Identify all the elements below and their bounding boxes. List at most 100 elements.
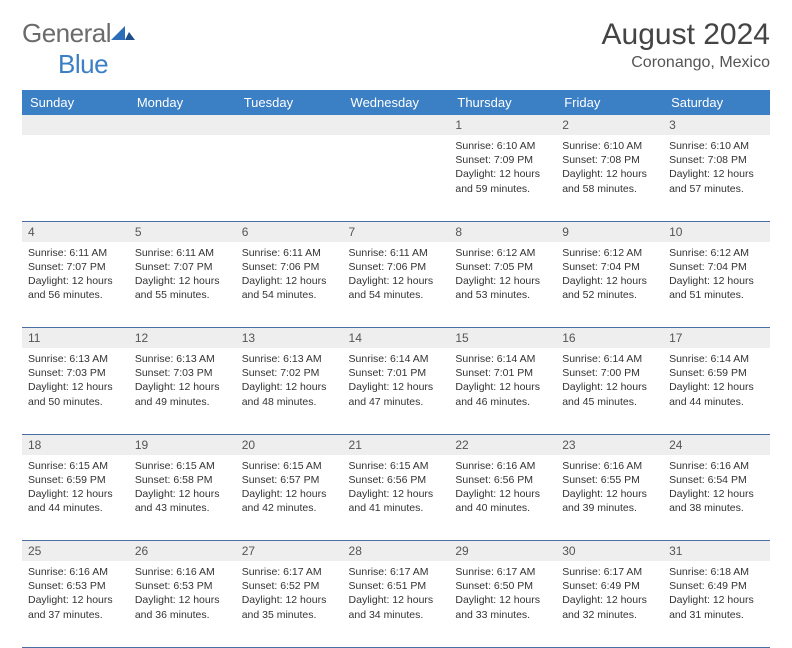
- day-content-cell: Sunrise: 6:12 AMSunset: 7:05 PMDaylight:…: [449, 242, 556, 328]
- day-detail-text: Sunrise: 6:10 AMSunset: 7:08 PMDaylight:…: [562, 139, 657, 196]
- day-content-cell: Sunrise: 6:11 AMSunset: 7:07 PMDaylight:…: [22, 242, 129, 328]
- day-number-cell: 17: [663, 328, 770, 349]
- day-number: 7: [349, 225, 356, 239]
- day-content-cell: Sunrise: 6:14 AMSunset: 7:01 PMDaylight:…: [449, 348, 556, 434]
- day-content-cell: Sunrise: 6:15 AMSunset: 6:57 PMDaylight:…: [236, 455, 343, 541]
- day-number: 22: [455, 438, 468, 452]
- day-number: 30: [562, 544, 575, 558]
- day-content-cell: Sunrise: 6:16 AMSunset: 6:53 PMDaylight:…: [129, 561, 236, 647]
- day-detail-text: Sunrise: 6:16 AMSunset: 6:54 PMDaylight:…: [669, 459, 764, 516]
- day-content-cell: Sunrise: 6:10 AMSunset: 7:08 PMDaylight:…: [556, 135, 663, 221]
- day-number-cell: 30: [556, 541, 663, 562]
- day-detail-text: Sunrise: 6:11 AMSunset: 7:06 PMDaylight:…: [349, 246, 444, 303]
- calendar-head: SundayMondayTuesdayWednesdayThursdayFrid…: [22, 90, 770, 115]
- day-header: Thursday: [449, 90, 556, 115]
- day-content-cell: Sunrise: 6:13 AMSunset: 7:02 PMDaylight:…: [236, 348, 343, 434]
- day-number-cell: 21: [343, 434, 450, 455]
- day-detail-text: Sunrise: 6:16 AMSunset: 6:53 PMDaylight:…: [28, 565, 123, 622]
- day-number: 31: [669, 544, 682, 558]
- day-detail-text: Sunrise: 6:16 AMSunset: 6:56 PMDaylight:…: [455, 459, 550, 516]
- day-number: 24: [669, 438, 682, 452]
- day-number-row: 18192021222324: [22, 434, 770, 455]
- day-content-cell: Sunrise: 6:16 AMSunset: 6:55 PMDaylight:…: [556, 455, 663, 541]
- day-number-row: 4 567 8 910: [22, 221, 770, 242]
- day-number-cell: 9: [556, 221, 663, 242]
- day-content-cell: Sunrise: 6:16 AMSunset: 6:54 PMDaylight:…: [663, 455, 770, 541]
- day-number-cell: 11: [22, 328, 129, 349]
- day-content-cell: Sunrise: 6:10 AMSunset: 7:08 PMDaylight:…: [663, 135, 770, 221]
- day-detail-text: Sunrise: 6:10 AMSunset: 7:09 PMDaylight:…: [455, 139, 550, 196]
- day-detail-text: Sunrise: 6:17 AMSunset: 6:51 PMDaylight:…: [349, 565, 444, 622]
- logo: GeneralBlue: [22, 18, 135, 80]
- day-number-cell: 1: [449, 115, 556, 135]
- day-number-cell: 20: [236, 434, 343, 455]
- day-number: 29: [455, 544, 468, 558]
- day-detail-text: Sunrise: 6:18 AMSunset: 6:49 PMDaylight:…: [669, 565, 764, 622]
- day-detail-text: Sunrise: 6:14 AMSunset: 7:01 PMDaylight:…: [349, 352, 444, 409]
- day-header: Monday: [129, 90, 236, 115]
- day-content-cell: Sunrise: 6:11 AMSunset: 7:06 PMDaylight:…: [236, 242, 343, 328]
- day-detail-text: Sunrise: 6:12 AMSunset: 7:04 PMDaylight:…: [562, 246, 657, 303]
- day-detail-text: Sunrise: 6:12 AMSunset: 7:04 PMDaylight:…: [669, 246, 764, 303]
- day-number: 8: [455, 225, 462, 239]
- day-content-cell: Sunrise: 6:11 AMSunset: 7:07 PMDaylight:…: [129, 242, 236, 328]
- day-detail-text: Sunrise: 6:16 AMSunset: 6:55 PMDaylight:…: [562, 459, 657, 516]
- day-number-cell: 6: [236, 221, 343, 242]
- header: GeneralBlue August 2024 Coronango, Mexic…: [22, 18, 770, 80]
- day-number-cell: 7: [343, 221, 450, 242]
- day-detail-text: Sunrise: 6:12 AMSunset: 7:05 PMDaylight:…: [455, 246, 550, 303]
- day-detail-text: Sunrise: 6:15 AMSunset: 6:57 PMDaylight:…: [242, 459, 337, 516]
- logo-text: GeneralBlue: [22, 18, 135, 80]
- day-number: 4: [28, 225, 35, 239]
- day-number-cell: 28: [343, 541, 450, 562]
- day-content-cell: Sunrise: 6:17 AMSunset: 6:49 PMDaylight:…: [556, 561, 663, 647]
- day-detail-text: Sunrise: 6:15 AMSunset: 6:59 PMDaylight:…: [28, 459, 123, 516]
- day-content-cell: Sunrise: 6:13 AMSunset: 7:03 PMDaylight:…: [129, 348, 236, 434]
- day-content-cell: [236, 135, 343, 221]
- day-content-cell: [129, 135, 236, 221]
- day-number-cell: 31: [663, 541, 770, 562]
- day-detail-text: Sunrise: 6:14 AMSunset: 7:01 PMDaylight:…: [455, 352, 550, 409]
- day-number-cell: [343, 115, 450, 135]
- day-number: 2: [562, 118, 569, 132]
- day-detail-text: Sunrise: 6:17 AMSunset: 6:52 PMDaylight:…: [242, 565, 337, 622]
- day-number: 19: [135, 438, 148, 452]
- day-detail-text: Sunrise: 6:15 AMSunset: 6:58 PMDaylight:…: [135, 459, 230, 516]
- day-number: 14: [349, 331, 362, 345]
- day-content-cell: Sunrise: 6:12 AMSunset: 7:04 PMDaylight:…: [663, 242, 770, 328]
- day-content-cell: Sunrise: 6:18 AMSunset: 6:49 PMDaylight:…: [663, 561, 770, 647]
- day-number: 16: [562, 331, 575, 345]
- day-detail-text: Sunrise: 6:10 AMSunset: 7:08 PMDaylight:…: [669, 139, 764, 196]
- title-block: August 2024 Coronango, Mexico: [602, 18, 770, 72]
- day-number-cell: 5: [129, 221, 236, 242]
- day-number-cell: [22, 115, 129, 135]
- calendar-body: 123Sunrise: 6:10 AMSunset: 7:09 PMDaylig…: [22, 115, 770, 647]
- day-content-cell: [343, 135, 450, 221]
- day-number: 17: [669, 331, 682, 345]
- day-content-row: Sunrise: 6:16 AMSunset: 6:53 PMDaylight:…: [22, 561, 770, 647]
- day-content-cell: Sunrise: 6:13 AMSunset: 7:03 PMDaylight:…: [22, 348, 129, 434]
- day-content-row: Sunrise: 6:11 AMSunset: 7:07 PMDaylight:…: [22, 242, 770, 328]
- day-number: 13: [242, 331, 255, 345]
- day-content-cell: [22, 135, 129, 221]
- day-number-cell: 16: [556, 328, 663, 349]
- logo-part1: General: [22, 18, 111, 48]
- day-detail-text: Sunrise: 6:13 AMSunset: 7:03 PMDaylight:…: [135, 352, 230, 409]
- day-content-cell: Sunrise: 6:14 AMSunset: 6:59 PMDaylight:…: [663, 348, 770, 434]
- day-content-cell: Sunrise: 6:14 AMSunset: 7:01 PMDaylight:…: [343, 348, 450, 434]
- location: Coronango, Mexico: [602, 54, 770, 72]
- day-number: 20: [242, 438, 255, 452]
- day-content-row: Sunrise: 6:13 AMSunset: 7:03 PMDaylight:…: [22, 348, 770, 434]
- day-detail-text: Sunrise: 6:13 AMSunset: 7:02 PMDaylight:…: [242, 352, 337, 409]
- day-number: 3: [669, 118, 676, 132]
- day-content-cell: Sunrise: 6:17 AMSunset: 6:52 PMDaylight:…: [236, 561, 343, 647]
- day-number-cell: [129, 115, 236, 135]
- day-number: 1: [455, 118, 462, 132]
- day-number-cell: 8: [449, 221, 556, 242]
- day-content-cell: Sunrise: 6:15 AMSunset: 6:59 PMDaylight:…: [22, 455, 129, 541]
- day-detail-text: Sunrise: 6:14 AMSunset: 7:00 PMDaylight:…: [562, 352, 657, 409]
- day-number: 12: [135, 331, 148, 345]
- day-number: 15: [455, 331, 468, 345]
- day-content-cell: Sunrise: 6:12 AMSunset: 7:04 PMDaylight:…: [556, 242, 663, 328]
- day-number-cell: 10: [663, 221, 770, 242]
